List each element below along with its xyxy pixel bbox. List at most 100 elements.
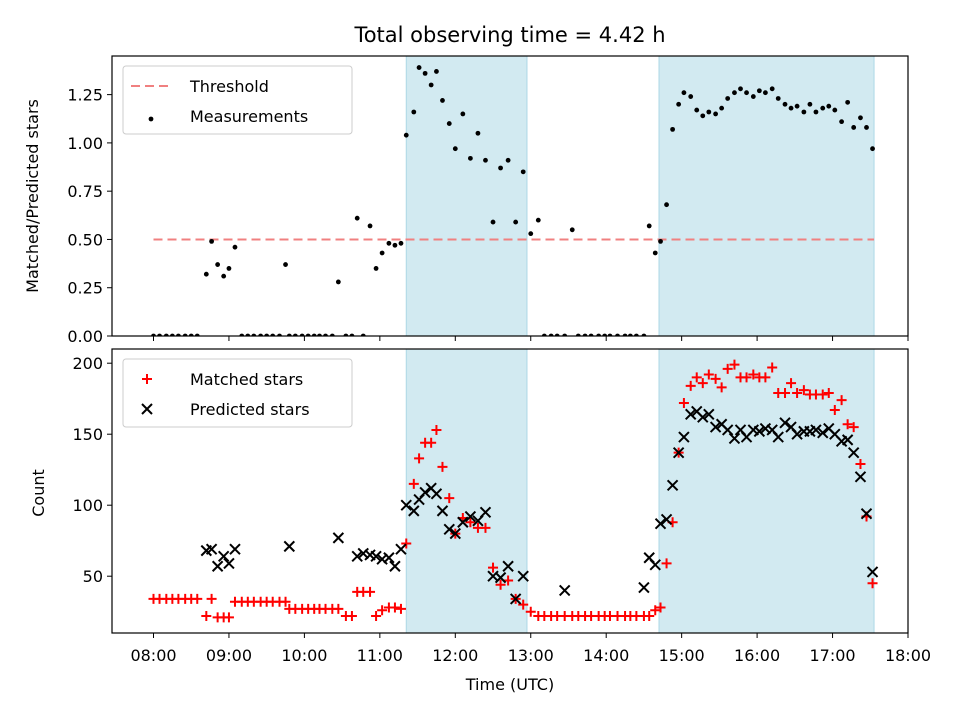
measurement-point xyxy=(845,99,851,105)
predicted-stars-point xyxy=(558,584,571,597)
predicted-stars-point xyxy=(678,431,690,443)
matched-stars-point xyxy=(192,593,203,604)
matched-stars-point xyxy=(780,388,791,399)
measurement-point xyxy=(373,266,379,271)
measurement-point xyxy=(367,223,373,229)
matched-stars-point xyxy=(661,558,672,569)
measurement-point xyxy=(670,126,675,132)
matched-stars-point xyxy=(722,363,733,374)
measurement-point xyxy=(226,266,232,271)
measurement-point xyxy=(221,273,227,279)
shaded-span-1 xyxy=(658,349,875,633)
axes-frame xyxy=(111,348,909,634)
matched-stars-point xyxy=(495,579,506,590)
bottom-ylabel: Count xyxy=(29,469,48,517)
measurement-point xyxy=(762,90,768,96)
predicted-stars-point xyxy=(660,513,673,526)
matched-stars-point xyxy=(206,593,217,604)
matched-stars-point xyxy=(703,369,714,380)
predicted-stars-point xyxy=(419,486,431,499)
measurement-point xyxy=(490,219,496,225)
matched-stars-point xyxy=(426,437,437,448)
x-tick-label: 09:00 xyxy=(206,646,252,665)
measurement-point xyxy=(446,121,452,126)
measurement-point xyxy=(646,223,652,229)
legend-box xyxy=(122,358,353,428)
measurement-point xyxy=(756,88,762,94)
legend-predicted-swatch xyxy=(141,403,153,415)
matched-stars-point xyxy=(697,378,708,389)
figure-title: Total observing time = 4.42 h xyxy=(353,23,665,47)
matched-stars-point xyxy=(716,382,727,393)
matched-stars-point xyxy=(741,372,752,383)
predicted-stars-point xyxy=(502,560,514,572)
measurement-point xyxy=(681,90,687,96)
top-ylabel: Matched/Predicted stars xyxy=(23,99,42,293)
matched-stars-point xyxy=(729,359,740,370)
measurement-point xyxy=(864,125,869,130)
measurement-point xyxy=(379,250,385,256)
x-tick-label: 16:00 xyxy=(734,646,780,665)
measurement-point xyxy=(769,86,775,92)
matched-stars-point xyxy=(798,385,809,396)
measurement-point xyxy=(664,202,669,208)
measurement-point xyxy=(483,157,488,163)
y-tick-label: 1.00 xyxy=(67,134,103,153)
predicted-stars-point xyxy=(430,488,443,500)
measurement-point xyxy=(719,105,725,111)
predicted-stars-point xyxy=(464,510,477,523)
predicted-stars-point xyxy=(810,424,822,436)
matched-stars-point xyxy=(848,422,859,433)
predicted-stars-point xyxy=(217,550,230,563)
measurement-point xyxy=(520,169,526,175)
measurement-point xyxy=(782,101,788,107)
x-tick-label: 12:00 xyxy=(432,646,478,665)
measurement-point xyxy=(813,109,819,115)
predicted-stars-point xyxy=(721,424,734,436)
predicted-stars-point xyxy=(709,421,722,433)
measurement-point xyxy=(203,271,209,277)
measurement-point xyxy=(744,90,749,96)
predicted-stars-point xyxy=(649,559,661,571)
bottom-panel: 50 100 150 200 08:00 09:00 10:00 11:00 12:00 13:0… xyxy=(72,348,931,665)
measurement-point xyxy=(428,82,434,88)
predicted-stars-point xyxy=(703,408,715,421)
predicted-stars-point xyxy=(638,581,650,594)
predicted-stars-point xyxy=(854,471,867,483)
measurement-point xyxy=(475,130,481,136)
measurement-point xyxy=(209,238,214,244)
matched-stars-point xyxy=(685,380,696,391)
matched-stars-point xyxy=(823,388,834,399)
measurement-point xyxy=(676,101,682,107)
x-tick-label: 13:00 xyxy=(508,646,554,665)
shaded-span-0 xyxy=(405,56,528,336)
measurement-point xyxy=(392,242,398,248)
bottom-xlabel: Time (UTC) xyxy=(465,675,554,694)
axes-frame xyxy=(111,55,909,337)
predicted-stars-point xyxy=(449,527,462,540)
measurement-point xyxy=(398,240,404,246)
y-tick-label: 200 xyxy=(72,354,103,373)
predicted-stars-point xyxy=(395,543,407,555)
matched-stars-point xyxy=(829,405,840,416)
legend-measurements-swatch xyxy=(148,116,154,122)
predicted-stars-point xyxy=(509,593,522,605)
predicted-stars-point xyxy=(229,543,241,555)
legend-label: Measurements xyxy=(190,107,308,126)
matched-stars-point xyxy=(465,517,476,528)
predicted-stars-point xyxy=(351,550,363,563)
shaded-span-1 xyxy=(658,56,875,336)
predicted-stars-point xyxy=(866,566,879,578)
measurement-point xyxy=(283,262,288,267)
matched-stars-point xyxy=(437,461,448,472)
measurement-point xyxy=(434,69,439,74)
measurement-point xyxy=(738,86,743,92)
measurement-point xyxy=(498,165,503,171)
matched-stars-point xyxy=(650,605,661,616)
predicted-stars-point xyxy=(697,411,709,423)
predicted-stars-point xyxy=(479,506,492,519)
matched-stars-point xyxy=(377,605,388,616)
predicted-stars-point xyxy=(370,550,382,563)
measurement-point xyxy=(535,217,541,223)
measurement-point xyxy=(215,262,221,267)
